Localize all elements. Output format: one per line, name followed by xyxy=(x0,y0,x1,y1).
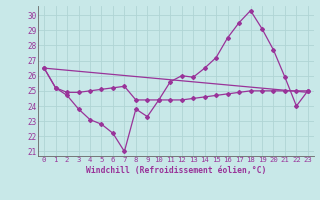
X-axis label: Windchill (Refroidissement éolien,°C): Windchill (Refroidissement éolien,°C) xyxy=(86,166,266,175)
